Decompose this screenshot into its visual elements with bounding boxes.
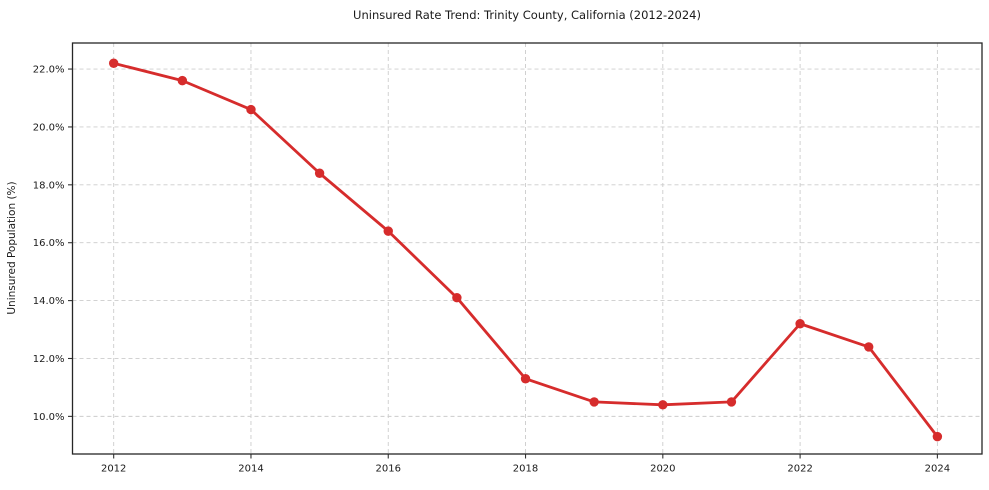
data-markers [108, 58, 943, 442]
x-tick-label: 2016 [376, 464, 401, 475]
y-tick-label: 16.0% [33, 238, 65, 249]
data-point [520, 374, 531, 384]
data-point [452, 293, 462, 303]
x-tick-label: 2020 [650, 464, 675, 475]
x-tick-label: 2022 [787, 464, 812, 475]
data-point [108, 58, 119, 68]
axes-border [71, 42, 983, 455]
data-point [864, 342, 874, 352]
data-point [658, 400, 668, 410]
data-point [177, 75, 188, 86]
data-point [795, 319, 805, 329]
y-tick-label: 20.0% [33, 122, 65, 133]
y-tick-label: 12.0% [33, 354, 65, 365]
tick-marks [68, 68, 938, 459]
y-tick-label: 22.0% [33, 65, 65, 76]
data-point [589, 397, 599, 407]
data-point [246, 104, 256, 115]
chart-title: Uninsured Rate Trend: Trinity County, Ca… [353, 8, 701, 22]
data-point [383, 226, 393, 236]
y-tick-label: 18.0% [33, 180, 65, 191]
x-tick-label: 2014 [238, 464, 263, 475]
data-point [314, 168, 325, 178]
x-tick-label: 2018 [513, 464, 538, 475]
data-point [726, 397, 737, 407]
y-tick-label: 10.0% [33, 412, 65, 423]
y-tick-label: 14.0% [33, 296, 65, 307]
y-tick-labels: 10.0% 12.0% 14.0% 16.0% 18.0% 20.0% 22.0% [33, 65, 65, 423]
gridlines [72, 43, 982, 454]
x-tick-label: 2024 [925, 464, 950, 475]
data-point [932, 431, 943, 442]
x-tick-label: 2012 [101, 464, 126, 475]
x-tick-labels: 2012 2014 2016 2018 2020 2022 2024 [101, 464, 950, 475]
